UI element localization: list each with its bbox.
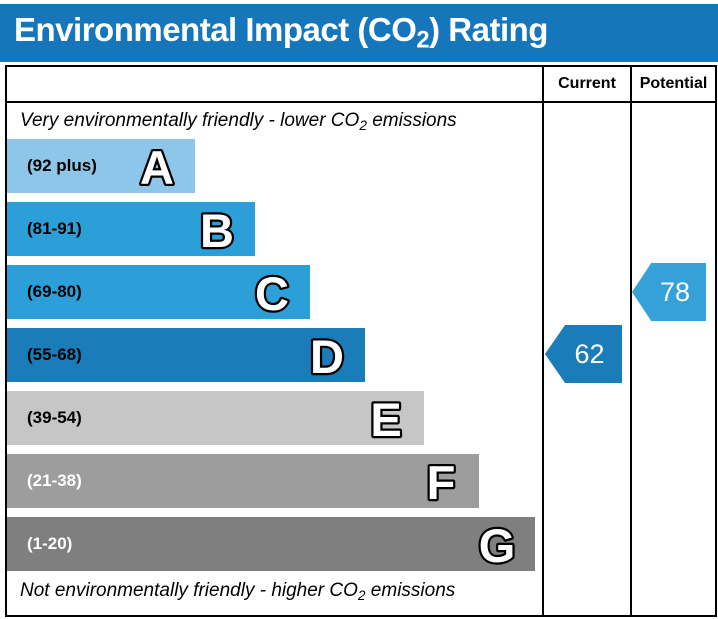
band-letter-f: F xyxy=(424,454,457,508)
svg-text:B: B xyxy=(200,204,234,256)
band-range-label: (39-54) xyxy=(27,408,82,427)
band-letter-a: A xyxy=(138,139,176,193)
band-bar-a: (92 plus) A xyxy=(7,139,195,193)
band-letter-d: D xyxy=(308,328,346,382)
potential-rating-value: 78 xyxy=(659,276,691,307)
band-letter-b: B xyxy=(198,202,236,256)
current-rating-arrow: 62 xyxy=(545,325,622,383)
potential-column: 78 xyxy=(630,103,715,615)
band-letter-g: G xyxy=(476,517,517,571)
svg-text:F: F xyxy=(427,456,456,508)
svg-text:C: C xyxy=(255,267,289,319)
band-range-label: (81-91) xyxy=(27,219,82,238)
potential-rating-arrow: 78 xyxy=(632,263,706,321)
rating-table: Current Potential Very environmentally f… xyxy=(5,65,717,617)
band-range-label: (55-68) xyxy=(27,345,82,364)
bottom-note-subscript: 2 xyxy=(357,587,366,603)
band-bar-b: (81-91) B xyxy=(7,202,255,256)
band-bar-d: (55-68) D xyxy=(7,328,365,382)
page-title: Environmental Impact (CO2) Rating xyxy=(14,11,548,54)
top-note: Very environmentally friendly - lower CO… xyxy=(20,110,457,133)
band-range-label: (1-20) xyxy=(27,534,73,553)
title-bar: Environmental Impact (CO2) Rating xyxy=(0,4,718,62)
title-subscript: 2 xyxy=(416,26,430,54)
band-bar-f: (21-38) F xyxy=(7,454,479,508)
band-bar-e: (39-54) E xyxy=(7,391,424,445)
bottom-note: Not environmentally friendly - higher CO… xyxy=(20,580,456,603)
band-letter-e: E xyxy=(368,391,404,445)
svg-text:D: D xyxy=(310,330,344,382)
current-column: 62 xyxy=(542,103,630,615)
band-range-label: (69-80) xyxy=(27,282,82,301)
svg-text:E: E xyxy=(370,393,401,445)
band-bar-c: (69-80) C xyxy=(7,265,310,319)
top-note-subscript: 2 xyxy=(359,117,367,133)
column-header-potential: Potential xyxy=(630,67,715,103)
band-letter-c: C xyxy=(253,265,291,319)
header-spacer-cell xyxy=(7,67,542,103)
svg-text:A: A xyxy=(140,141,174,193)
svg-text:G: G xyxy=(479,519,516,571)
band-bar-g: (1-20) G xyxy=(7,517,535,571)
column-header-current: Current xyxy=(542,67,630,103)
current-rating-value: 62 xyxy=(574,338,605,369)
band-range-label: (21-38) xyxy=(27,471,82,490)
band-range-label: (92 plus) xyxy=(27,156,97,175)
bands-column: Very environmentally friendly - lower CO… xyxy=(7,103,542,615)
